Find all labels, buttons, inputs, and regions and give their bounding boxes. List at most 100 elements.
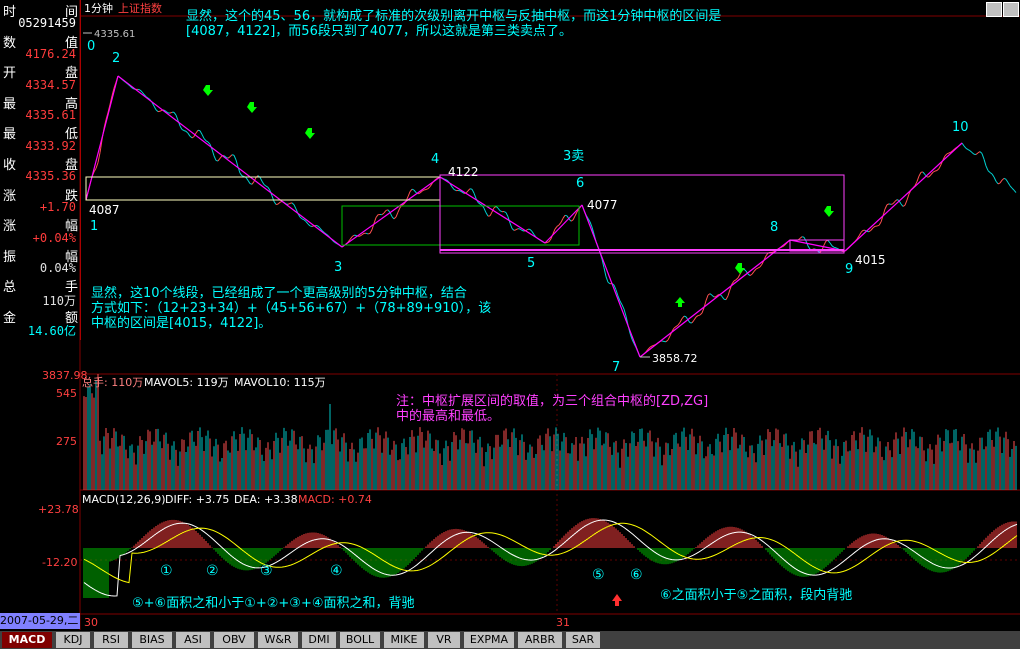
price-tick bbox=[259, 177, 263, 182]
circle-5: ⑤ bbox=[592, 567, 605, 583]
info-row: 涨幅 bbox=[0, 215, 80, 234]
price-tick bbox=[977, 151, 981, 154]
price-tick bbox=[558, 222, 562, 226]
info-unit: 盘 bbox=[64, 66, 78, 82]
info-row: 涨跌 bbox=[0, 185, 80, 204]
price-tick bbox=[605, 276, 609, 283]
price-tick bbox=[499, 210, 503, 213]
segment-line bbox=[639, 239, 791, 358]
macd-value-label: MACD: +0.74 bbox=[298, 493, 372, 506]
price-tick bbox=[860, 229, 864, 233]
info-value: +0.04% bbox=[32, 230, 76, 245]
point-label-8: 8 bbox=[770, 220, 778, 235]
tab-rsi[interactable]: RSI bbox=[94, 632, 128, 648]
tab-sar[interactable]: SAR bbox=[566, 632, 600, 648]
price-label-high: 4335.61 bbox=[94, 29, 135, 40]
price-tick bbox=[495, 206, 499, 209]
info-row: 0.04% bbox=[0, 261, 80, 279]
price-tick bbox=[263, 184, 267, 187]
tab-wr[interactable]: W&R bbox=[258, 632, 298, 648]
window-icon[interactable] bbox=[986, 2, 1002, 17]
price-tick bbox=[918, 172, 922, 177]
price-label-3858: 3858.72 bbox=[652, 352, 698, 365]
price-tick bbox=[771, 251, 775, 253]
price-tick bbox=[485, 212, 489, 217]
tab-arbr[interactable]: ARBR bbox=[518, 632, 562, 648]
price-tick bbox=[529, 229, 533, 232]
period-label[interactable]: 1分钟 bbox=[84, 1, 113, 15]
tab-kdj[interactable]: KDJ bbox=[56, 632, 90, 648]
diff-label: DIFF: +3.75 bbox=[165, 493, 229, 506]
price-tick bbox=[749, 273, 753, 276]
day-label-30: 30 bbox=[84, 616, 98, 629]
price-tick bbox=[950, 150, 954, 153]
price-tick bbox=[932, 170, 936, 173]
price-tick bbox=[963, 145, 967, 149]
price-tick bbox=[163, 109, 167, 112]
info-row: 4334.57 bbox=[0, 78, 80, 96]
tab-mike[interactable]: MIKE bbox=[384, 632, 424, 648]
segment-line bbox=[581, 204, 641, 358]
price-tick bbox=[185, 130, 189, 134]
macd-label: MACD(12,26,9) bbox=[82, 493, 166, 506]
price-tick bbox=[631, 339, 635, 344]
tab-obv[interactable]: OBV bbox=[214, 632, 254, 648]
tab-macd[interactable]: MACD bbox=[2, 632, 52, 648]
tab-dmi[interactable]: DMI bbox=[302, 632, 336, 648]
price-tick bbox=[667, 335, 671, 341]
price-tick bbox=[385, 209, 389, 211]
price-tick bbox=[665, 339, 669, 343]
price-tick bbox=[109, 95, 113, 105]
tab-boll[interactable]: BOLL bbox=[340, 632, 380, 648]
price-tick bbox=[619, 300, 623, 305]
price-tick bbox=[497, 207, 501, 212]
price-tick bbox=[825, 239, 829, 242]
price-tick bbox=[351, 234, 355, 238]
price-tick bbox=[548, 238, 552, 242]
price-tick bbox=[217, 158, 221, 162]
tab-vr[interactable]: VR bbox=[428, 632, 460, 648]
price-tick bbox=[195, 129, 199, 134]
price-tick bbox=[997, 182, 1001, 185]
info-value: 4334.57 bbox=[25, 77, 76, 92]
price-tick bbox=[570, 219, 574, 222]
price-tick bbox=[141, 91, 145, 95]
price-tick bbox=[886, 203, 890, 206]
price-tick bbox=[965, 147, 969, 151]
price-tick bbox=[687, 319, 691, 324]
price-tick bbox=[560, 218, 564, 223]
tab-asi[interactable]: ASI bbox=[176, 632, 210, 648]
info-row: 最高 bbox=[0, 93, 80, 112]
info-value: 0.04% bbox=[39, 261, 76, 276]
price-tick bbox=[1001, 177, 1005, 181]
price-tick bbox=[799, 236, 803, 239]
segment-line bbox=[117, 75, 343, 248]
price-tick bbox=[459, 190, 463, 193]
price-tick bbox=[521, 229, 525, 232]
price-tick bbox=[1003, 177, 1007, 180]
price-tick bbox=[251, 181, 255, 185]
price-tick bbox=[289, 202, 293, 204]
price-tick bbox=[183, 130, 187, 132]
price-label-4087: 4087 bbox=[89, 203, 120, 217]
price-tick bbox=[629, 333, 633, 340]
price-tick bbox=[673, 326, 677, 329]
tab-bias[interactable]: BIAS bbox=[132, 632, 172, 648]
price-tick bbox=[562, 215, 566, 219]
close-icon[interactable] bbox=[1003, 2, 1019, 17]
tab-expma[interactable]: EXPMA bbox=[464, 632, 514, 648]
price-tick bbox=[699, 312, 703, 316]
dea-line bbox=[83, 522, 1018, 584]
price-tick bbox=[271, 195, 275, 202]
price-tick bbox=[783, 243, 787, 247]
point-label-1: 1 bbox=[90, 219, 98, 234]
price-tick bbox=[831, 245, 835, 248]
price-tick bbox=[293, 204, 297, 210]
price-tick bbox=[467, 188, 471, 192]
price-tick bbox=[383, 210, 387, 214]
info-unit: 额 bbox=[64, 311, 78, 326]
circle-4: ④ bbox=[330, 563, 343, 579]
zhongshu-box-small bbox=[789, 239, 845, 252]
price-tick bbox=[411, 188, 415, 191]
